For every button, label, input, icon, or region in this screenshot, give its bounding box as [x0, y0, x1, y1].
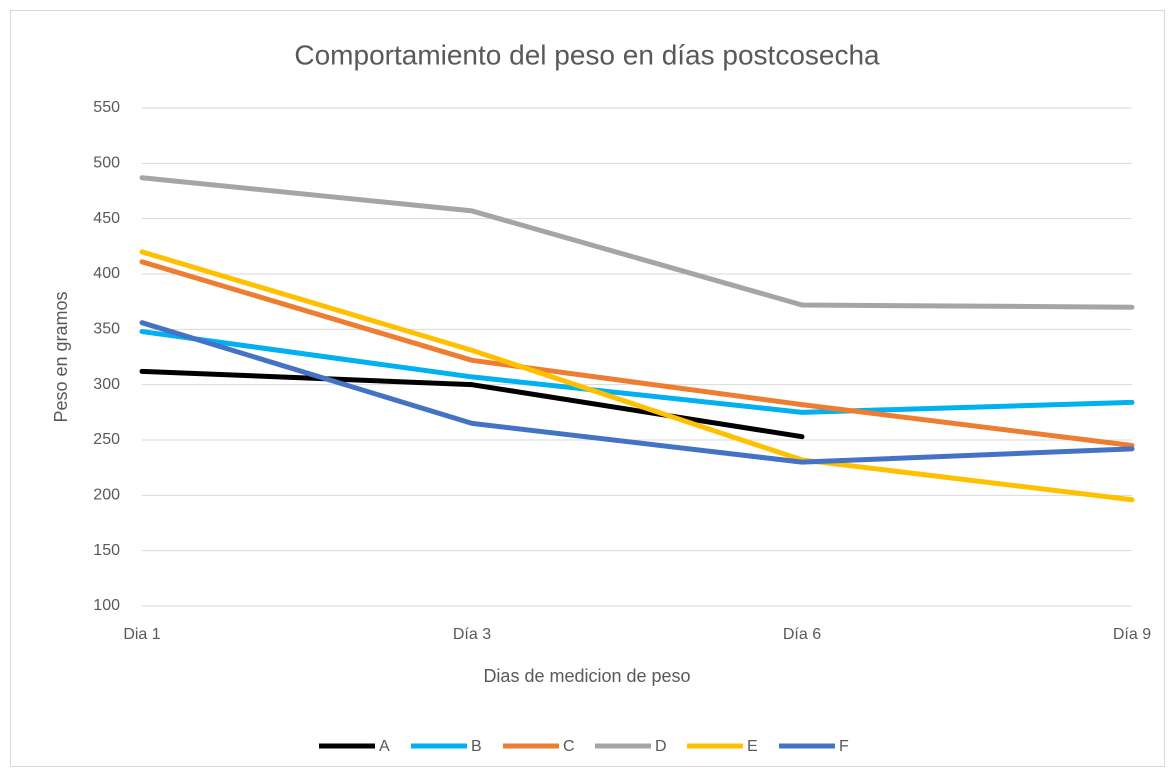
legend-label: C [563, 738, 575, 755]
series-line [139, 329, 1135, 415]
y-tick-label: 300 [93, 376, 120, 393]
y-tick-label: 150 [93, 542, 120, 559]
x-tick-label: Día 9 [1113, 626, 1151, 643]
y-tick-label: 250 [93, 431, 120, 448]
y-tick-label: 400 [93, 265, 120, 282]
series-line [139, 259, 1135, 449]
x-axis-label: Dias de medicion de peso [483, 666, 690, 686]
x-tick-label: Día 6 [783, 626, 821, 643]
y-tick-label: 500 [93, 155, 120, 172]
y-axis-label: Peso en gramos [51, 291, 71, 422]
x-tick-label: Día 3 [453, 626, 491, 643]
y-tick-label: 200 [93, 487, 120, 504]
y-tick-label: 350 [93, 321, 120, 338]
chart-title: Comportamiento del peso en días postcose… [294, 39, 880, 70]
legend-label: F [839, 738, 849, 755]
x-tick-label: Dia 1 [123, 626, 160, 643]
series-line [139, 368, 805, 440]
legend-label: D [655, 738, 667, 755]
series-line [139, 320, 1135, 465]
series-line [139, 175, 1135, 310]
legend-label: E [747, 738, 758, 755]
legend-label: B [471, 738, 482, 755]
series-line [139, 249, 1135, 503]
legend-label: A [379, 738, 390, 755]
y-tick-label: 550 [93, 99, 120, 116]
y-tick-label: 100 [93, 597, 120, 614]
y-tick-label: 450 [93, 210, 120, 227]
